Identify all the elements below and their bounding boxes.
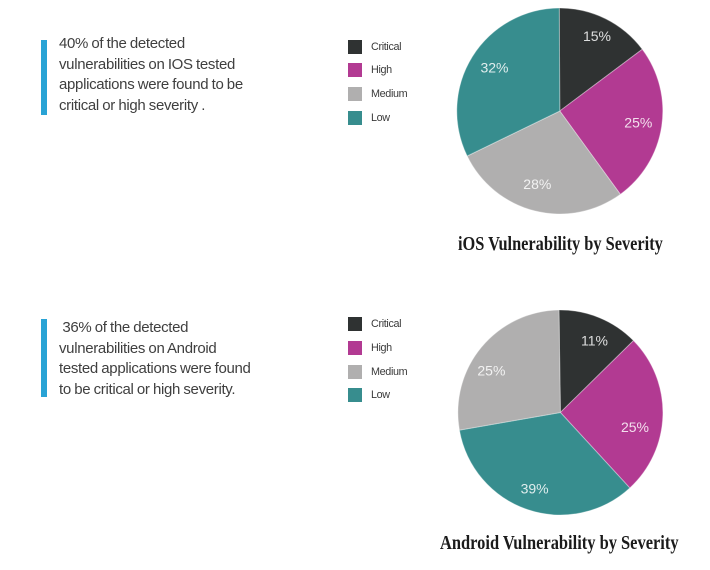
- svg-text:39%: 39%: [521, 481, 549, 497]
- svg-text:25%: 25%: [477, 362, 505, 378]
- svg-text:32%: 32%: [480, 60, 508, 76]
- svg-text:25%: 25%: [624, 114, 652, 130]
- svg-text:15%: 15%: [583, 28, 611, 44]
- svg-text:25%: 25%: [621, 419, 649, 435]
- svg-text:28%: 28%: [523, 176, 551, 192]
- svg-text:11%: 11%: [581, 333, 608, 349]
